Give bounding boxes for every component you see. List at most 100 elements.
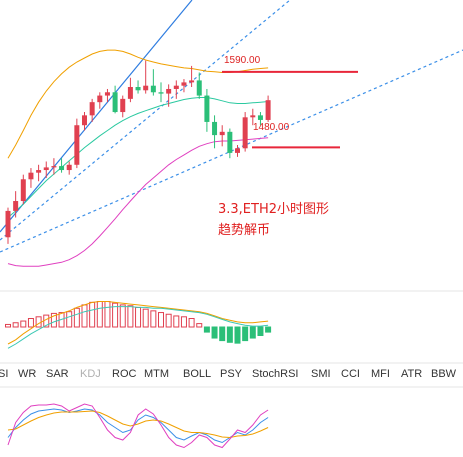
- macd-bar: [165, 313, 172, 328]
- candle: [204, 88, 210, 132]
- candle-body: [150, 85, 156, 93]
- macd-bar: [211, 326, 218, 339]
- candle: [158, 82, 164, 103]
- candle-body: [204, 95, 210, 122]
- candle: [51, 158, 57, 175]
- candle: [20, 174, 26, 205]
- kdj-panel: [7, 403, 269, 449]
- kdj-k-line: [7, 408, 269, 444]
- tab-si[interactable]: SI: [0, 368, 9, 380]
- candle: [36, 164, 42, 182]
- macd-panel: [5, 301, 272, 349]
- candle-body: [189, 80, 195, 83]
- tab-psy[interactable]: PSY: [220, 368, 243, 380]
- macd-bar: [73, 307, 80, 328]
- macd-bar: [66, 311, 73, 328]
- candle-body: [158, 92, 164, 94]
- candle: [43, 161, 49, 178]
- macd-bar: [81, 304, 88, 328]
- kdj-j-line: [7, 403, 269, 449]
- macd-bar: [50, 312, 57, 328]
- candle: [189, 65, 195, 87]
- candle-body: [59, 166, 65, 171]
- tab-kdj[interactable]: KDJ: [80, 368, 101, 380]
- tab-bbw[interactable]: BBW: [431, 368, 457, 380]
- candle: [242, 112, 248, 152]
- kdj-d-line: [7, 410, 269, 439]
- tab-roc[interactable]: ROC: [112, 368, 137, 380]
- macd-fast-line: [7, 301, 269, 345]
- candle: [13, 191, 19, 218]
- candle-body: [250, 115, 256, 118]
- tab-boll[interactable]: BOLL: [183, 368, 212, 380]
- candle-body: [13, 201, 19, 211]
- candle: [173, 80, 179, 99]
- boll-mid-line: [7, 97, 269, 218]
- candle-body: [104, 92, 110, 96]
- candle: [66, 161, 72, 175]
- candlesticks: [5, 60, 271, 244]
- candle-body: [51, 166, 57, 168]
- candle-body: [166, 88, 172, 94]
- macd-bar: [234, 326, 241, 344]
- candle: [127, 77, 133, 103]
- macd-bar: [188, 318, 195, 328]
- candle-body: [28, 172, 34, 180]
- tab-mfi[interactable]: MFI: [371, 368, 390, 380]
- macd-bar: [242, 326, 249, 342]
- indicator-tabs: SI WR SAR KDJ ROC MTM BOLL PSY StochRSI …: [0, 363, 463, 387]
- candle-body: [227, 131, 233, 153]
- macd-bar: [104, 301, 111, 328]
- candle: [5, 207, 11, 244]
- candle-body: [127, 87, 133, 99]
- boll-lower-line: [7, 137, 269, 267]
- candle-body: [112, 92, 118, 113]
- macd-bar: [257, 326, 264, 336]
- candle-body: [66, 164, 72, 171]
- candle: [166, 84, 172, 107]
- macd-bar: [89, 301, 96, 328]
- candle-body: [173, 85, 179, 89]
- candle-body: [181, 82, 187, 86]
- candle-body: [82, 115, 87, 126]
- candle: [212, 115, 218, 149]
- macd-bar: [219, 326, 226, 342]
- tab-sar[interactable]: SAR: [46, 368, 69, 380]
- macd-bar: [12, 322, 19, 328]
- macd-bar: [119, 304, 126, 328]
- candle: [89, 98, 95, 122]
- trend-line-mid: [0, 0, 291, 241]
- tab-atr[interactable]: ATR: [401, 368, 423, 380]
- candle: [82, 112, 87, 131]
- tab-smi[interactable]: SMI: [311, 368, 331, 380]
- tab-cci[interactable]: CCI: [341, 368, 360, 380]
- note-line-2: 趋势解币: [218, 222, 270, 238]
- macd-bar: [35, 316, 42, 328]
- macd-bar: [203, 326, 210, 333]
- candle: [112, 85, 118, 114]
- tab-stochrsi[interactable]: StochRSI: [252, 368, 299, 380]
- macd-bar: [158, 312, 164, 328]
- macd-bar: [127, 305, 134, 328]
- candle-body: [97, 95, 103, 103]
- candle-body: [74, 125, 80, 165]
- candle: [143, 60, 149, 94]
- level-1590-label: 1590.00: [224, 55, 261, 66]
- candle-body: [120, 98, 126, 113]
- tab-mtm[interactable]: MTM: [144, 368, 170, 380]
- macd-bar: [196, 323, 203, 328]
- candle: [265, 95, 271, 122]
- candle-body: [235, 148, 240, 153]
- candle: [235, 145, 240, 157]
- candle-body: [212, 121, 218, 136]
- macd-bar: [142, 308, 149, 328]
- candle: [59, 158, 65, 173]
- tab-wr[interactable]: WR: [18, 368, 37, 380]
- candle: [227, 128, 233, 159]
- macd-bar: [112, 302, 119, 328]
- candle: [135, 80, 141, 94]
- candle-body: [20, 179, 26, 202]
- note-line-1: 3.3,ETH2小时图形: [218, 202, 329, 217]
- macd-bar: [180, 316, 187, 328]
